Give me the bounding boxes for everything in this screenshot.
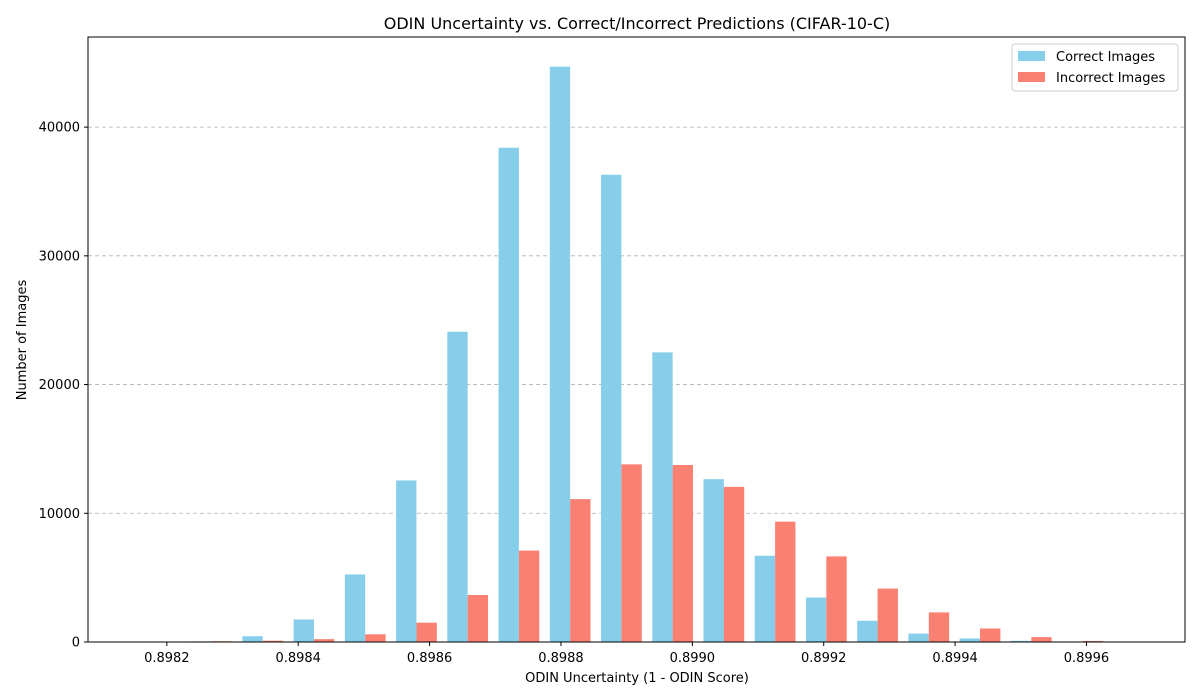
bars xyxy=(191,66,1155,642)
bar-correct-14 xyxy=(857,620,878,642)
bar-correct-2 xyxy=(242,636,263,642)
bar-incorrect-3 xyxy=(313,639,335,642)
y-axis-label: Number of Images xyxy=(15,280,30,401)
bar-incorrect-8 xyxy=(570,499,591,642)
bar-correct-11 xyxy=(703,479,724,642)
bar-correct-13 xyxy=(805,597,827,642)
y-tick-label-3: 30000 xyxy=(39,249,80,264)
bar-incorrect-10 xyxy=(672,465,693,642)
bar-incorrect-15 xyxy=(928,612,950,642)
bar-correct-5 xyxy=(396,480,417,642)
bar-incorrect-12 xyxy=(775,521,796,642)
bar-correct-17 xyxy=(1010,640,1032,642)
bar-correct-10 xyxy=(652,352,673,642)
legend-label-incorrect: Incorrect Images xyxy=(1056,71,1165,86)
bar-correct-6 xyxy=(447,331,468,642)
y-axis-ticks: 0 10000 20000 30000 40000 xyxy=(39,121,88,651)
bar-correct-3 xyxy=(293,619,314,642)
plot-frame xyxy=(87,36,1186,643)
x-tick-label-4: 0.8990 xyxy=(670,651,716,666)
bar-incorrect-14 xyxy=(877,588,898,642)
chart-title: ODIN Uncertainty vs. Correct/Incorrect P… xyxy=(384,14,891,33)
bar-correct-15 xyxy=(908,633,929,642)
x-tick-label-7: 0.8996 xyxy=(1064,651,1110,666)
bar-incorrect-7 xyxy=(518,550,540,642)
y-gridlines xyxy=(88,126,1185,514)
bar-incorrect-4 xyxy=(365,634,386,642)
bar-incorrect-17 xyxy=(1031,637,1052,642)
bar-incorrect-6 xyxy=(467,595,489,642)
x-tick-label-3: 0.8988 xyxy=(538,651,584,666)
bar-incorrect-9 xyxy=(621,464,642,642)
bar-incorrect-11 xyxy=(723,486,745,642)
bar-incorrect-2 xyxy=(262,640,284,642)
x-axis-label: ODIN Uncertainty (1 - ODIN Score) xyxy=(525,671,749,686)
legend: Correct Images Incorrect Images xyxy=(1011,43,1179,92)
x-tick-label-0: 0.8982 xyxy=(144,651,190,666)
bar-incorrect-18 xyxy=(1082,640,1103,642)
y-tick-label-0: 0 xyxy=(72,636,80,651)
bar-incorrect-13 xyxy=(826,556,847,642)
y-tick-label-2: 20000 xyxy=(39,378,80,393)
bar-incorrect-5 xyxy=(416,622,437,642)
y-tick-label-1: 10000 xyxy=(39,507,80,522)
legend-box xyxy=(1011,43,1179,92)
bar-correct-12 xyxy=(754,555,776,642)
y-tick-label-4: 40000 xyxy=(39,121,80,136)
x-tick-label-1: 0.8984 xyxy=(275,651,321,666)
legend-label-correct: Correct Images xyxy=(1056,50,1155,65)
bar-correct-8 xyxy=(549,66,571,642)
x-axis-ticks: 0.8982 0.8984 0.8986 0.8988 0.8990 0.8992 0.89… xyxy=(144,642,1109,666)
x-tick-label-2: 0.8986 xyxy=(407,651,453,666)
x-tick-label-6: 0.8994 xyxy=(932,651,978,666)
bar-correct-7 xyxy=(498,147,519,642)
legend-swatch-correct xyxy=(1018,51,1045,61)
bar-incorrect-16 xyxy=(980,628,1001,642)
bar-correct-4 xyxy=(344,574,366,642)
x-tick-label-5: 0.8992 xyxy=(801,651,847,666)
bar-correct-16 xyxy=(959,638,981,642)
bar-correct-9 xyxy=(601,174,622,642)
legend-swatch-incorrect xyxy=(1018,72,1045,82)
